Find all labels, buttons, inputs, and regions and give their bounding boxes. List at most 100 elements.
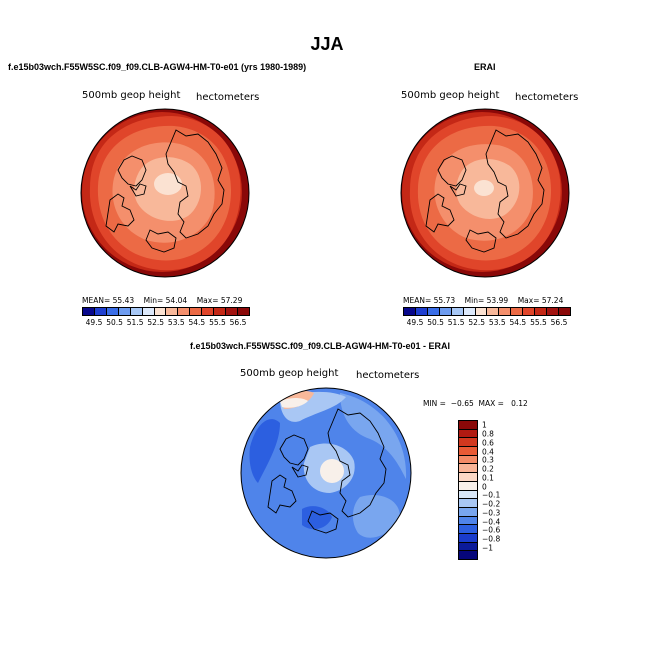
colorbar-swatch xyxy=(459,525,477,534)
colorbar-tick-label: 0.6 xyxy=(482,438,494,448)
diff-colorbar xyxy=(458,420,478,560)
pole-region xyxy=(154,173,182,195)
colorbar-swatch xyxy=(459,421,477,430)
colorbar-tick-label: 50.5 xyxy=(106,318,123,327)
colorbar-swatch xyxy=(459,533,477,543)
colorbar-tick-label: −1 xyxy=(482,543,494,553)
colorbar-tick-label: 54.5 xyxy=(509,318,527,327)
colorbar-tick-label: 56.5 xyxy=(229,318,247,327)
coastline-eurasia xyxy=(165,129,225,239)
colorbar-swatch xyxy=(511,308,524,315)
left-variable-label: 500mb geop height xyxy=(82,90,181,101)
colorbar-swatch xyxy=(475,308,488,315)
colorbar-swatch xyxy=(83,308,95,315)
colorbar-swatch xyxy=(404,308,416,315)
colorbar-swatch xyxy=(558,308,570,315)
colorbar-swatch xyxy=(118,308,131,315)
colorbar-swatch xyxy=(451,308,464,315)
colorbar-tick-label: 0.2 xyxy=(482,464,494,474)
colorbar-tick-label: 55.5 xyxy=(209,318,226,327)
colorbar-swatch xyxy=(130,308,143,315)
diff-colorbar-labels: 1 0.8 0.6 0.4 0.3 0.2 0.1 0 −0.1 −0.2 −0.3 −0.4 −0.6… xyxy=(482,420,522,560)
colorbar-swatch xyxy=(415,308,428,315)
colorbar-tick-label: 49.5 xyxy=(85,318,103,327)
colorbar-swatch xyxy=(154,308,167,315)
colorbar-swatch xyxy=(487,308,500,315)
colorbar-tick-label: 56.5 xyxy=(550,318,568,327)
colorbar-swatch xyxy=(166,308,179,315)
diff-polar-map xyxy=(240,387,412,559)
colorbar-tick-label: 51.5 xyxy=(126,318,144,327)
colorbar-tick-label: −0.3 xyxy=(482,508,501,518)
colorbar-tick-label: 52.5 xyxy=(468,318,486,327)
colorbar-swatch xyxy=(523,308,536,315)
right-stats: MEAN= 55.73 Min= 53.99 Max= 57.24 xyxy=(403,296,564,305)
diff-light-region xyxy=(340,393,407,479)
diff-panel-title: f.e15b03wch.F55W5SC.f09_f09.CLB-AGW4-HM-… xyxy=(190,341,451,351)
colorbar-swatch xyxy=(94,308,107,315)
colorbar-swatch xyxy=(547,308,559,315)
colorbar-swatch xyxy=(459,464,477,474)
colorbar-swatch xyxy=(226,308,238,315)
left-panel-title: f.e15b03wch.F55W5SC.f09_f09.CLB-AGW4-HM-… xyxy=(8,62,307,72)
colorbar-swatch xyxy=(499,308,512,315)
diff-units-label: hectometers xyxy=(356,370,420,381)
diff-center-region xyxy=(320,459,344,483)
colorbar-swatch xyxy=(106,308,119,315)
left-units-label: hectometers xyxy=(196,92,260,103)
right-variable-label: 500mb geop height xyxy=(401,90,500,101)
diff-variable-label: 500mb geop height xyxy=(240,368,339,379)
colorbar-swatch xyxy=(237,308,249,315)
colorbar-swatch xyxy=(535,308,548,315)
right-units-label: hectometers xyxy=(515,92,579,103)
coastline-alaska xyxy=(145,229,177,253)
colorbar-tick-label: 52.5 xyxy=(147,318,165,327)
right-polar-map xyxy=(400,108,570,278)
colorbar-swatch xyxy=(459,516,477,526)
colorbar-tick-label: −0.6 xyxy=(482,525,501,535)
colorbar-tick-label: −0.2 xyxy=(482,499,501,509)
colorbar-swatch xyxy=(459,429,477,439)
colorbar-swatch xyxy=(214,308,227,315)
colorbar-swatch xyxy=(459,507,477,517)
colorbar-swatch xyxy=(190,308,203,315)
left-polar-map xyxy=(80,108,250,278)
colorbar-swatch xyxy=(459,473,477,482)
colorbar-tick-label: 0.1 xyxy=(482,473,494,483)
colorbar-tick-label: −0.1 xyxy=(482,490,501,500)
right-colorbar-labels: 49.5 50.5 51.5 52.5 53.5 54.5 55.5 56.5 xyxy=(403,318,571,328)
colorbar-swatch xyxy=(178,308,191,315)
colorbar-tick-label: 53.5 xyxy=(167,318,185,327)
colorbar-swatch xyxy=(459,447,477,456)
right-colorbar xyxy=(403,307,571,316)
colorbar-tick-label: 55.5 xyxy=(530,318,547,327)
colorbar-tick-label: −0.8 xyxy=(482,534,501,544)
colorbar-tick-label: 0 xyxy=(482,482,487,492)
colorbar-tick-label: −0.4 xyxy=(482,517,501,527)
coastline-canada xyxy=(105,183,147,233)
colorbar-swatch xyxy=(459,542,477,552)
colorbar-swatch xyxy=(142,308,155,315)
colorbar-tick-label: 1 xyxy=(482,420,487,430)
colorbar-swatch xyxy=(202,308,215,315)
colorbar-tick-label: 0.4 xyxy=(482,447,494,457)
colorbar-swatch xyxy=(459,455,477,465)
figure-title: JJA xyxy=(310,34,344,54)
colorbar-tick-label: 54.5 xyxy=(188,318,206,327)
colorbar-swatch xyxy=(439,308,452,315)
colorbar-tick-label: 51.5 xyxy=(447,318,465,327)
colorbar-swatch xyxy=(427,308,440,315)
left-colorbar-labels: 49.5 50.5 51.5 52.5 53.5 54.5 55.5 56.5 xyxy=(82,318,250,328)
colorbar-swatch xyxy=(459,438,477,448)
colorbar-swatch xyxy=(459,499,477,508)
left-colorbar xyxy=(82,307,250,316)
colorbar-tick-label: 49.5 xyxy=(406,318,424,327)
diff-dark-region xyxy=(249,419,280,483)
colorbar-tick-label: 0.3 xyxy=(482,455,494,465)
colorbar-swatch xyxy=(459,551,477,559)
colorbar-swatch xyxy=(459,481,477,491)
colorbar-tick-label: 50.5 xyxy=(427,318,444,327)
left-stats: MEAN= 55.43 Min= 54.04 Max= 57.29 xyxy=(82,296,243,305)
colorbar-tick-label: 0.8 xyxy=(482,429,494,439)
colorbar-swatch xyxy=(459,490,477,500)
